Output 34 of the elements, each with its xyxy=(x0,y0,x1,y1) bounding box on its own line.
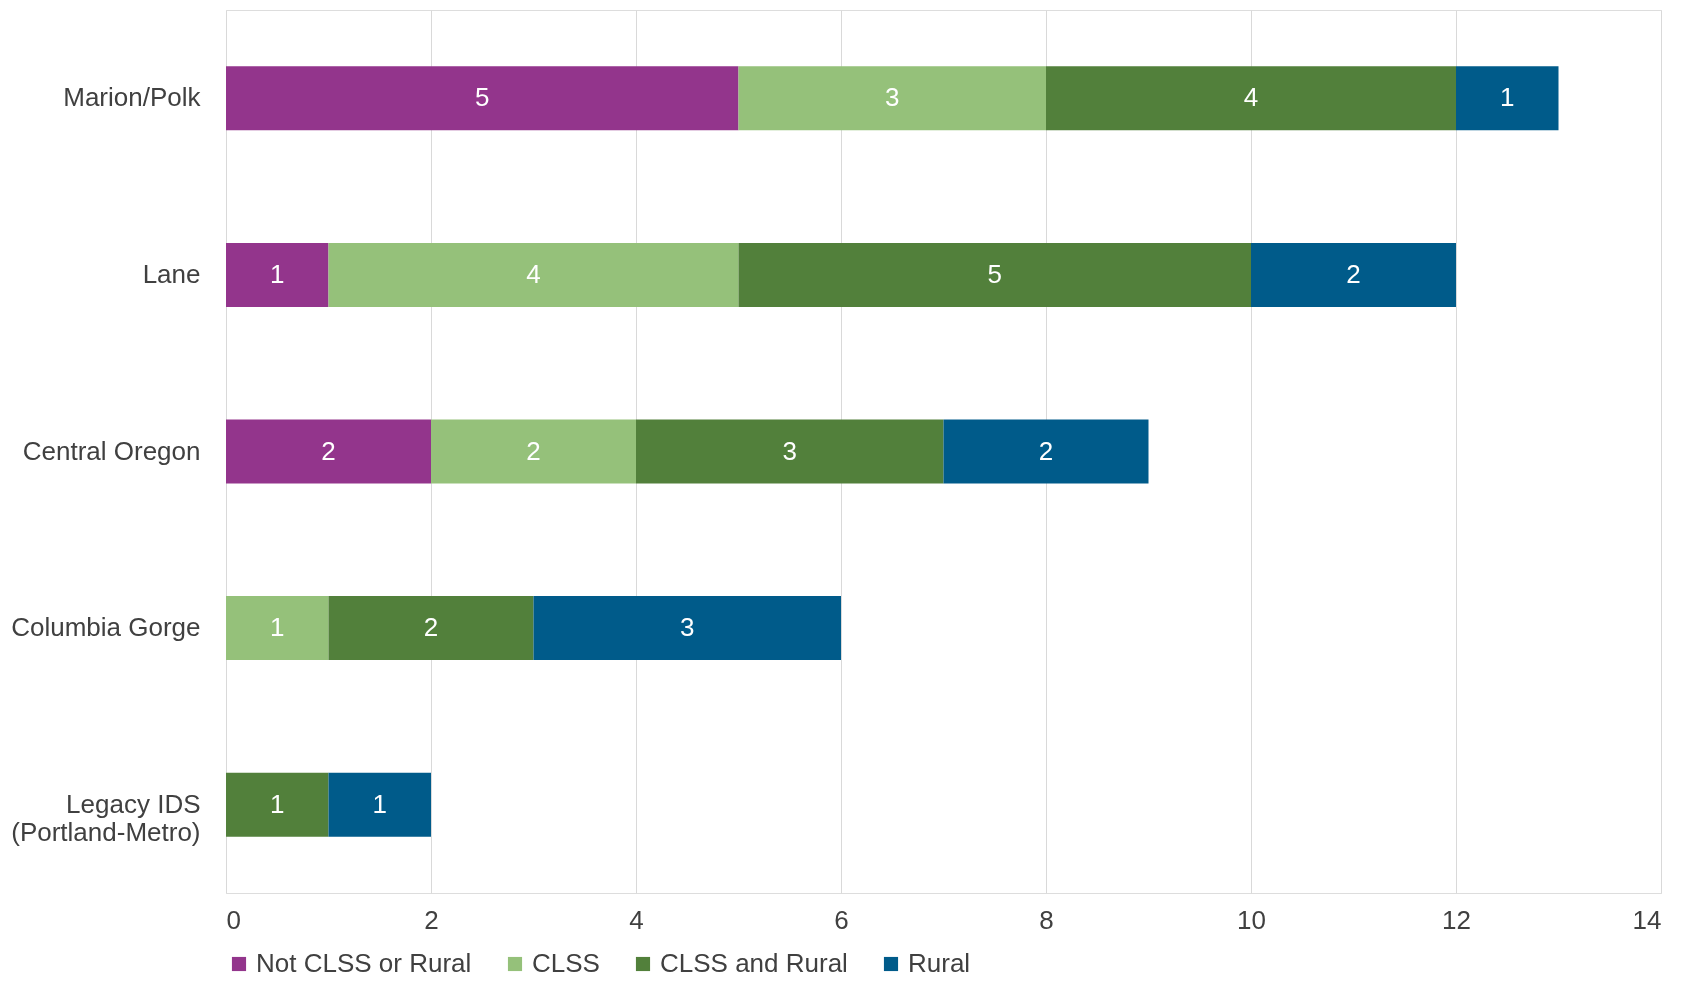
data-label: 1 xyxy=(270,258,285,289)
data-label: 3 xyxy=(782,435,797,466)
data-label: 1 xyxy=(270,788,285,819)
x-tick-label: 14 xyxy=(1632,904,1662,935)
data-label: 4 xyxy=(526,258,541,289)
x-tick-label: 2 xyxy=(424,904,439,935)
data-label: 5 xyxy=(987,258,1002,289)
data-label: 2 xyxy=(1346,258,1361,289)
legend-label: Rural xyxy=(908,948,971,978)
data-label: 2 xyxy=(1038,435,1054,466)
legend-label: CLSS and Rural xyxy=(660,948,848,978)
x-tick-label: 12 xyxy=(1442,904,1471,935)
data-label: 2 xyxy=(423,612,439,643)
data-label: 2 xyxy=(321,435,336,466)
legend-label: CLSS xyxy=(532,948,600,978)
data-label: 4 xyxy=(1243,82,1259,113)
y-tick-label: Legacy IDS (Portland-Metro) xyxy=(11,788,201,847)
x-tick-label: 10 xyxy=(1237,904,1266,935)
data-label: 3 xyxy=(680,612,695,643)
data-label: 3 xyxy=(885,82,900,113)
y-tick-label: Lane xyxy=(142,258,201,289)
y-tick-label: Marion/Polk xyxy=(63,82,202,113)
data-label: 2 xyxy=(526,435,541,466)
data-label: 5 xyxy=(475,82,490,113)
x-tick-label: 0 xyxy=(226,904,241,935)
data-label: 1 xyxy=(372,788,387,819)
x-tick-label: 8 xyxy=(1039,904,1054,935)
data-label: 1 xyxy=(270,612,285,643)
legend-label: Not CLSS or Rural xyxy=(256,948,472,978)
y-tick-label: Central Oregon xyxy=(22,435,201,466)
y-tick-label: Columbia Gorge xyxy=(11,612,201,643)
x-tick-label: 6 xyxy=(834,904,849,935)
x-tick-label: 4 xyxy=(629,904,644,935)
data-label: 1 xyxy=(1500,82,1515,113)
